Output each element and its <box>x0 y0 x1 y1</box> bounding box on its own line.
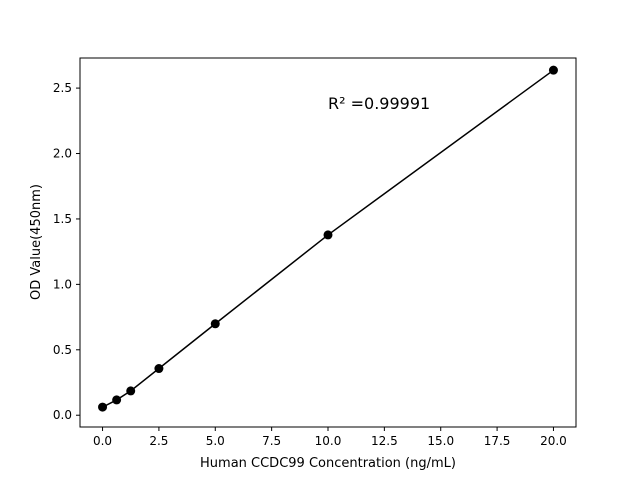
y-tick-label: 1.0 <box>53 277 72 291</box>
x-tick-label: 10.0 <box>315 434 342 448</box>
x-tick-label: 0.0 <box>93 434 112 448</box>
x-tick-label: 20.0 <box>540 434 567 448</box>
x-tick-label: 12.5 <box>371 434 398 448</box>
data-point <box>323 230 333 240</box>
x-tick-label: 2.5 <box>149 434 168 448</box>
x-tick-label: 15.0 <box>427 434 454 448</box>
r-squared-annotation: R² =0.99991 <box>328 94 430 113</box>
y-tick-label: 0.5 <box>53 343 72 357</box>
y-tick-label: 1.5 <box>53 212 72 226</box>
series <box>98 65 558 412</box>
x-tick-label: 7.5 <box>262 434 281 448</box>
data-point <box>98 402 108 412</box>
data-point <box>210 319 220 329</box>
x-axis-label: Human CCDC99 Concentration (ng/mL) <box>200 456 456 471</box>
y-tick-label: 2.5 <box>53 81 72 95</box>
x-axis: 0.0 2.5 5.0 7.5 10.0 12.5 15.0 17.5 20.0 <box>93 427 567 448</box>
y-axis: 0.0 0.5 1.0 1.5 2.0 2.5 <box>53 81 80 422</box>
y-tick-label: 0.0 <box>53 408 72 422</box>
x-tick-label: 5.0 <box>206 434 225 448</box>
data-point <box>112 395 122 405</box>
x-tick-label: 17.5 <box>484 434 511 448</box>
y-tick-label: 2.0 <box>53 147 72 161</box>
data-point <box>548 65 558 75</box>
data-point <box>126 386 136 396</box>
data-point <box>154 364 164 374</box>
y-axis-label: OD Value(450nm) <box>29 184 44 300</box>
